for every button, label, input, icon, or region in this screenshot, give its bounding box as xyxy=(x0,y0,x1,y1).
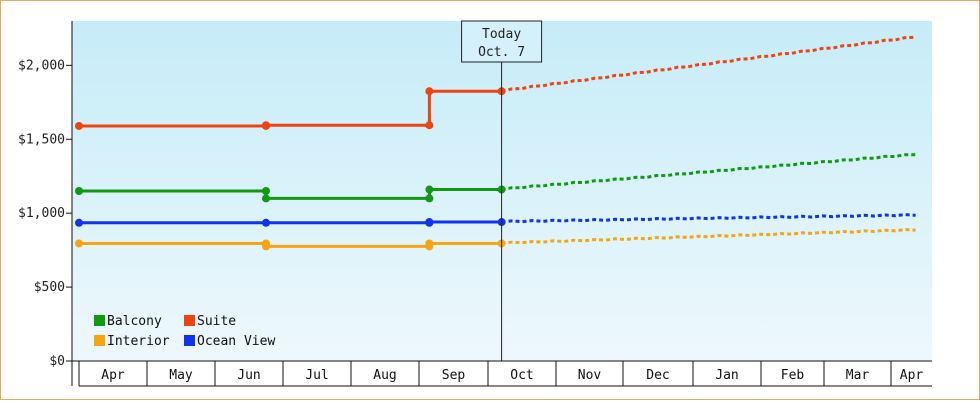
series-forecast-line xyxy=(501,213,916,224)
y-tick-label: $1,000 xyxy=(18,206,65,221)
legend-swatch xyxy=(94,335,105,346)
x-tick-label: Aug xyxy=(373,368,396,383)
x-tick-label: Oct xyxy=(510,368,533,383)
data-point[interactable] xyxy=(425,194,434,203)
series-layer xyxy=(75,35,916,251)
data-point[interactable] xyxy=(262,194,270,203)
x-tick-label: Jan xyxy=(715,368,738,383)
x-tick-label: Feb xyxy=(781,368,805,383)
series-interior xyxy=(79,227,916,248)
y-tick-label: $0 xyxy=(49,354,65,369)
legend-label: Interior xyxy=(107,334,170,349)
legend-swatch xyxy=(184,335,195,346)
legend-swatch xyxy=(94,315,105,326)
series-balcony xyxy=(79,153,916,200)
data-point[interactable] xyxy=(75,121,83,130)
markers-ocean-view xyxy=(75,218,506,227)
data-point[interactable] xyxy=(262,121,270,130)
data-point[interactable] xyxy=(425,121,434,130)
y-tick-label: $500 xyxy=(34,280,65,295)
x-axis: Apr May Jun Jul Aug Sep Oct Nov Dec Jan Feb Mar Apr xyxy=(72,360,932,387)
today-box xyxy=(461,20,543,63)
x-tick-label: Jul xyxy=(305,368,328,383)
y-axis: $0 $500 $1,000 $1,500 $2,000 xyxy=(18,21,73,386)
legend-swatch xyxy=(184,315,195,326)
x-tick-label: Jun xyxy=(237,368,260,383)
data-point[interactable] xyxy=(425,185,434,194)
series-history-line xyxy=(79,242,502,248)
series-forecast-line xyxy=(501,227,916,245)
data-point[interactable] xyxy=(75,239,83,248)
y-tick-label: $2,000 xyxy=(18,58,65,73)
today-marker: Today Oct. 7 xyxy=(461,20,543,361)
data-point[interactable] xyxy=(262,218,270,227)
legend-label: Ocean View xyxy=(197,334,275,349)
legend-label: Suite xyxy=(197,314,236,329)
markers-suite xyxy=(75,87,506,130)
series-history-line xyxy=(79,89,502,128)
today-label: Today xyxy=(482,27,521,42)
x-tick-label: Apr xyxy=(900,368,924,383)
data-point[interactable] xyxy=(75,187,83,195)
x-tick-label: Dec xyxy=(646,368,669,383)
y-tick-label: $1,500 xyxy=(18,132,65,147)
x-tick-label: Apr xyxy=(101,368,125,383)
data-point[interactable] xyxy=(75,218,83,227)
data-point[interactable] xyxy=(425,87,434,96)
legend-item-ocean-view[interactable]: Ocean View xyxy=(184,334,275,349)
legend-label: Balcony xyxy=(107,314,162,329)
series-history-line xyxy=(79,220,502,225)
x-tick-label: Mar xyxy=(846,368,870,383)
legend: Balcony Suite Interior Ocean View xyxy=(94,314,275,349)
markers-interior xyxy=(75,239,506,251)
series-suite xyxy=(79,35,916,128)
series-history-line xyxy=(79,188,502,200)
markers-balcony xyxy=(75,185,506,203)
legend-item-suite[interactable]: Suite xyxy=(184,314,236,329)
data-point[interactable] xyxy=(262,187,270,195)
today-date: Oct. 7 xyxy=(478,45,525,60)
legend-item-interior[interactable]: Interior xyxy=(94,334,170,349)
data-point[interactable] xyxy=(425,239,434,248)
legend-item-balcony[interactable]: Balcony xyxy=(94,314,162,329)
x-tick-label: May xyxy=(169,368,193,383)
data-point[interactable] xyxy=(262,242,270,251)
data-point[interactable] xyxy=(425,218,434,227)
x-tick-label: Nov xyxy=(578,368,602,383)
x-tick-label: Sep xyxy=(442,368,466,383)
